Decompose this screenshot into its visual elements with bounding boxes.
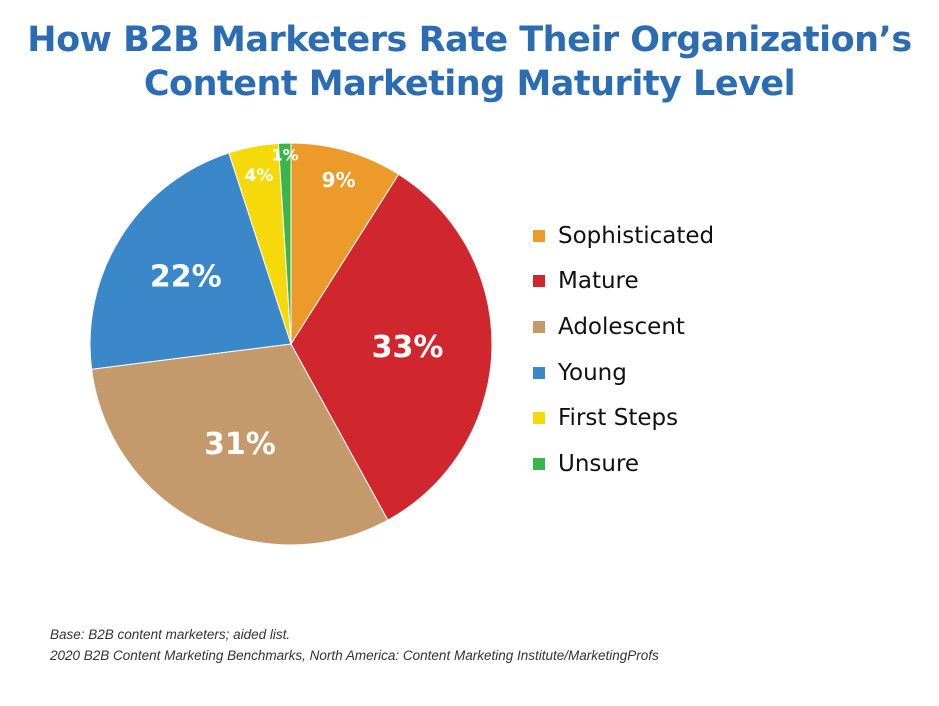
footnotes: Base: B2B content marketers; aided list.… <box>50 624 659 666</box>
legend-swatch <box>533 320 545 333</box>
legend-item: Young <box>533 350 714 396</box>
data-label-mature: 33% <box>372 330 444 365</box>
legend-swatch <box>533 457 545 470</box>
legend-swatch <box>533 366 545 379</box>
data-label-first-steps: 4% <box>245 166 274 186</box>
data-label-adolescent: 31% <box>204 427 276 462</box>
pie-slice-unsure <box>277 142 292 345</box>
data-label-young: 22% <box>150 260 222 295</box>
legend-item: Adolescent <box>533 304 714 350</box>
title-line-1: How B2B Marketers Rate Their Organizatio… <box>27 20 912 60</box>
title-line-2: Content Marketing Maturity Level <box>143 64 796 104</box>
legend-label: Unsure <box>558 450 640 477</box>
legend-swatch <box>533 229 545 242</box>
legend-label: First Steps <box>558 405 679 432</box>
legend-item: First Steps <box>533 395 714 441</box>
footnote-source: 2020 B2B Content Marketing Benchmarks, N… <box>50 648 659 663</box>
data-label-sophisticated: 9% <box>322 168 356 192</box>
pie-slice-young <box>89 152 292 370</box>
legend-label: Mature <box>558 268 639 295</box>
chart-title: How B2B Marketers Rate Their Organizatio… <box>0 18 939 106</box>
legend: Sophisticated Mature Adolescent Young First … <box>533 213 714 487</box>
legend-swatch <box>533 275 545 288</box>
data-label-unsure: 1% <box>271 146 298 165</box>
legend-item: Sophisticated <box>533 213 714 259</box>
pie-slice-sophisticated <box>290 142 400 346</box>
pie-slice-mature <box>290 173 493 521</box>
pie-slice-adolescent <box>91 343 389 546</box>
legend-item: Unsure <box>533 441 714 487</box>
footnote-base: Base: B2B content marketers; aided list. <box>50 627 291 642</box>
legend-item: Mature <box>533 259 714 305</box>
legend-swatch <box>533 412 545 425</box>
legend-label: Adolescent <box>558 313 685 340</box>
legend-label: Sophisticated <box>558 222 715 249</box>
legend-label: Young <box>558 359 627 386</box>
